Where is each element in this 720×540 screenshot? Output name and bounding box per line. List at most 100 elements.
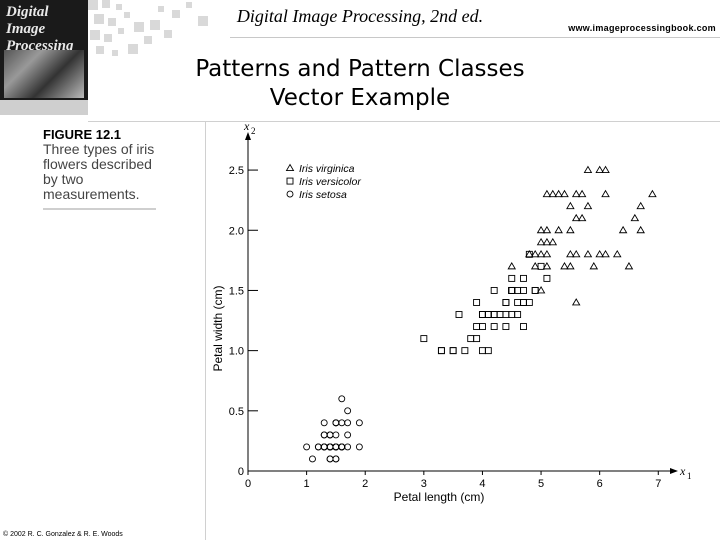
figure-label: FIGURE 12.1 [43, 127, 122, 142]
data-point-square [484, 347, 492, 355]
data-point-square [508, 286, 516, 294]
data-point-triangle [583, 165, 593, 174]
mosaic-tile [164, 30, 172, 38]
data-point-square [490, 286, 498, 294]
data-point-triangle [542, 189, 552, 198]
data-point-square [473, 299, 481, 306]
data-point-triangle [612, 249, 622, 258]
legend-label: Iris versicolor [299, 176, 361, 188]
data-point-triangle [595, 165, 604, 174]
cover-artwork [4, 50, 84, 98]
data-point-triangle [571, 298, 581, 306]
data-point-triangle [548, 189, 558, 198]
data-point-square [531, 286, 539, 294]
data-point-triangle [536, 237, 546, 246]
data-point-square [478, 311, 486, 318]
y-axis-label: Petal width (cm) [211, 285, 225, 371]
data-point-square [490, 311, 498, 318]
y-axis-symbol: x [243, 122, 250, 133]
mosaic-tile [128, 44, 138, 54]
data-point-square [520, 299, 527, 306]
data-point-square [473, 323, 481, 331]
y-axis-arrow [245, 132, 251, 140]
y-axis-subscript: 2 [251, 126, 256, 136]
data-point-square [496, 311, 504, 318]
data-point-triangle [583, 249, 593, 258]
book-title: Digital Image Processing, 2nd ed. [236, 6, 484, 26]
data-point-circle [344, 431, 352, 439]
cover-band [0, 100, 88, 115]
data-point-square [437, 347, 445, 355]
data-point-circle [344, 443, 352, 451]
data-point-triangle [624, 261, 634, 270]
data-point-triangle [583, 201, 593, 210]
data-point-triangle [571, 189, 581, 198]
mosaic-tile [104, 34, 112, 42]
data-point-square [508, 311, 516, 318]
data-point-square [449, 347, 457, 355]
data-point-circle [338, 443, 346, 451]
x-axis-label: Petal length (cm) [394, 490, 485, 504]
mosaic-tile [116, 4, 122, 10]
mosaic-tile [102, 0, 110, 8]
data-point-square [520, 274, 527, 282]
mosaic-tile [88, 0, 98, 10]
x-tick-label: 5 [538, 478, 544, 490]
data-point-square [525, 299, 533, 306]
data-point-triangle [525, 249, 534, 258]
data-point-triangle [542, 249, 552, 258]
data-point-triangle [577, 213, 587, 222]
data-point-circle [320, 419, 328, 427]
data-point-triangle [542, 261, 552, 270]
data-point-square [478, 311, 486, 318]
mosaic-tile [158, 6, 164, 12]
y-tick-label: 2.0 [229, 225, 244, 237]
figure-caption: FIGURE 12.1 Three types of iris flowers … [43, 127, 158, 210]
data-point-triangle [548, 237, 558, 246]
data-point-triangle [601, 189, 610, 198]
figure-top-rule [88, 121, 720, 122]
mosaic-tile [90, 30, 100, 40]
data-point-square [525, 250, 533, 258]
caption-rule [43, 208, 156, 210]
data-point-triangle [554, 189, 563, 198]
data-point-triangle [566, 249, 575, 258]
data-point-triangle [589, 261, 599, 270]
copyright: © 2002 R. C. Gonzalez & R. E. Woods [3, 531, 123, 538]
data-point-square [496, 311, 504, 318]
data-point-triangle [630, 213, 640, 222]
x-tick-label: 0 [245, 478, 251, 490]
mosaic-tile [150, 20, 160, 30]
data-point-triangle [566, 261, 575, 270]
data-point-circle [326, 455, 334, 463]
data-point-circle [320, 431, 328, 439]
data-point-circle [344, 407, 352, 415]
y-tick-label: 0.5 [229, 406, 244, 418]
x-axis-symbol: x [679, 464, 686, 478]
data-point-square [520, 299, 527, 306]
data-point-triangle [530, 261, 540, 270]
x-tick-label: 6 [597, 478, 603, 490]
data-point-square [502, 299, 510, 306]
data-point-square [514, 286, 522, 294]
x-tick-label: 7 [655, 478, 661, 490]
data-point-square [484, 311, 492, 318]
data-point-square [461, 347, 469, 355]
legend-marker-circle [286, 190, 294, 198]
mosaic-tile [118, 28, 124, 34]
data-point-circle [303, 443, 311, 451]
data-point-square [520, 323, 527, 331]
mosaic-tile [186, 2, 192, 8]
data-point-square [537, 262, 545, 270]
data-point-square [514, 299, 522, 306]
data-point-circle [309, 455, 316, 463]
data-point-triangle [554, 225, 563, 234]
header-rule [230, 37, 720, 38]
data-point-circle [332, 455, 340, 463]
data-point-triangle [507, 261, 517, 270]
data-point-square [520, 286, 527, 294]
x-tick-label: 1 [304, 478, 310, 490]
data-point-triangle [542, 237, 552, 246]
data-point-triangle [618, 225, 628, 234]
